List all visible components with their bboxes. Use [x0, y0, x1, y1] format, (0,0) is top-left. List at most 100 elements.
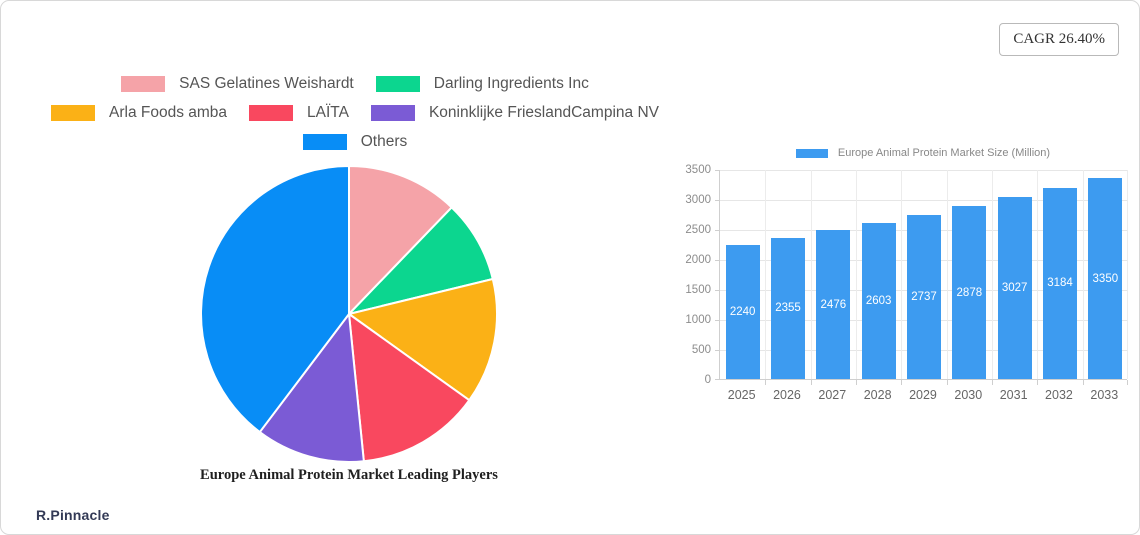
pie-legend: SAS Gelatines Weishardt Darling Ingredie… [1, 75, 709, 151]
y-axis-label: 1500 [685, 284, 711, 296]
legend-label: Others [360, 133, 408, 150]
legend-item-laita[interactable]: LAÏTA [249, 104, 349, 122]
bar-value-label: 2476 [820, 298, 847, 311]
y-axis-tick [715, 200, 720, 201]
rpinnacle-logo-icon [14, 506, 31, 523]
pie-slice-5 [200, 165, 350, 434]
bar-value-label: 2355 [775, 302, 801, 315]
x-axis-label-2027: 2027 [818, 388, 847, 402]
x-axis-label-2031: 2031 [999, 388, 1028, 402]
pie-legend-row-2: Arla Foods amba LAÏTA Koninklijke Friesl… [51, 104, 659, 122]
x-axis-tick [946, 380, 948, 385]
brand-name: R.Pinnacle [36, 506, 110, 523]
v-gridline [1082, 170, 1084, 379]
h-gridline-3000 [720, 200, 1127, 201]
bar-value-label: 3350 [1092, 272, 1119, 285]
legend-label: Darling Ingredients Inc [433, 75, 589, 92]
brand-footer: R.Pinnacle [14, 506, 110, 523]
pie-slice-0 [348, 165, 453, 315]
bar-2025: 2240 [725, 244, 760, 379]
pie-legend-row-3: Others [302, 133, 408, 151]
y-axis-tick [715, 230, 720, 231]
bar-2031: 3027 [997, 197, 1032, 379]
legend-label: Koninklijke FrieslandCampina NV [428, 104, 659, 121]
bar-chart: Europe Animal Protein Market Size (Milli… [679, 147, 1139, 402]
legend-item-arla-foods[interactable]: Arla Foods amba [51, 104, 227, 122]
legend-swatch-icon [375, 76, 420, 92]
v-gridline [856, 170, 857, 379]
pie-legend-row-1: SAS Gelatines Weishardt Darling Ingredie… [121, 75, 589, 93]
v-gridline [1037, 170, 1039, 379]
legend-swatch-icon [249, 105, 294, 121]
x-axis-label-2025: 2025 [727, 388, 756, 402]
bar-chart-legend[interactable]: Europe Animal Protein Market Size (Milli… [719, 147, 1127, 159]
v-gridline [1127, 170, 1128, 379]
legend-label: LAÏTA [307, 104, 349, 121]
x-axis-tick [992, 380, 993, 385]
x-axis-label-2033: 2033 [1090, 388, 1119, 402]
v-gridline [901, 170, 903, 379]
legend-swatch-icon [302, 134, 347, 150]
x-axis-tick [1127, 380, 1128, 385]
y-axis-label: 3000 [685, 194, 711, 206]
y-axis-label: 1000 [685, 314, 711, 326]
legend-swatch-icon [370, 105, 415, 121]
legend-item-darling-ingredients[interactable]: Darling Ingredients Inc [375, 75, 589, 93]
bar-2026: 2355 [771, 237, 805, 379]
y-axis-label: 3500 [685, 164, 711, 176]
x-axis-label-2028: 2028 [863, 388, 892, 402]
bar-value-label: 2878 [956, 286, 983, 299]
pie-slice-4 [258, 313, 365, 463]
pie-slice-2 [348, 278, 498, 402]
y-axis-label: 500 [691, 344, 711, 356]
bar-2030: 2878 [952, 206, 987, 379]
legend-item-koninklijke-frieslandcampina[interactable]: Koninklijke FrieslandCampina NV [370, 104, 659, 122]
h-gridline-3500 [720, 170, 1127, 171]
x-axis-tick [765, 380, 767, 385]
x-axis-label-2026: 2026 [773, 388, 801, 402]
bar-2027: 2476 [816, 230, 851, 379]
bar-chart-x-axis-labels: 2025 2026 2027 2028 2029 2030 2031 2032 2033 [719, 388, 1127, 402]
legend-label: Arla Foods amba [109, 104, 228, 121]
legend-swatch-icon [121, 76, 166, 92]
x-axis-label-2032: 2032 [1045, 388, 1073, 402]
y-axis-tick [715, 290, 720, 291]
legend-swatch-icon [795, 148, 828, 158]
bar-value-label: 2737 [911, 290, 937, 303]
bar-chart-plot-area: 0 500 1000 1500 2000 2500 3000 3500 2240 2355 2476… [685, 164, 1128, 386]
x-axis-label-2029: 2029 [909, 388, 937, 402]
bar-2028: 2603 [861, 222, 896, 379]
pie-chart [200, 165, 498, 463]
x-axis-tick [856, 380, 857, 385]
v-gridline [992, 170, 993, 379]
y-axis-tick [715, 170, 720, 171]
legend-label: SAS Gelatines Weishardt [179, 75, 354, 92]
pie-slice-3 [348, 313, 471, 463]
bar-2032: 3184 [1043, 187, 1077, 379]
cagr-badge: CAGR 26.40% [999, 23, 1119, 56]
y-axis-tick [715, 260, 720, 261]
bar-value-label: 2603 [865, 294, 892, 307]
bar-legend-label: Europe Animal Protein Market Size (Milli… [837, 147, 1051, 159]
y-axis-tick [715, 320, 720, 321]
x-axis-tick [1082, 380, 1084, 385]
bar-2029: 2737 [907, 214, 941, 379]
bar-2033: 3350 [1088, 178, 1123, 379]
legend-swatch-icon [51, 105, 95, 121]
bar-value-label: 3027 [1001, 282, 1028, 295]
v-gridline [946, 170, 948, 379]
y-axis-label: 0 [704, 374, 711, 386]
y-axis-tick [715, 379, 720, 380]
v-gridline [810, 170, 812, 379]
y-axis-tick [715, 350, 720, 351]
y-axis-label: 2500 [685, 224, 711, 236]
x-axis-tick [810, 380, 812, 385]
pie-chart-title: Europe Animal Protein Market Leading Pla… [200, 467, 498, 483]
legend-item-others[interactable]: Others [302, 133, 408, 151]
bar-value-label: 2240 [729, 305, 756, 318]
x-axis-tick [901, 380, 903, 385]
bar-value-label: 3184 [1047, 277, 1073, 290]
y-axis-label: 2000 [685, 254, 711, 266]
legend-item-sas-gelatines-weishardt[interactable]: SAS Gelatines Weishardt [121, 75, 354, 93]
